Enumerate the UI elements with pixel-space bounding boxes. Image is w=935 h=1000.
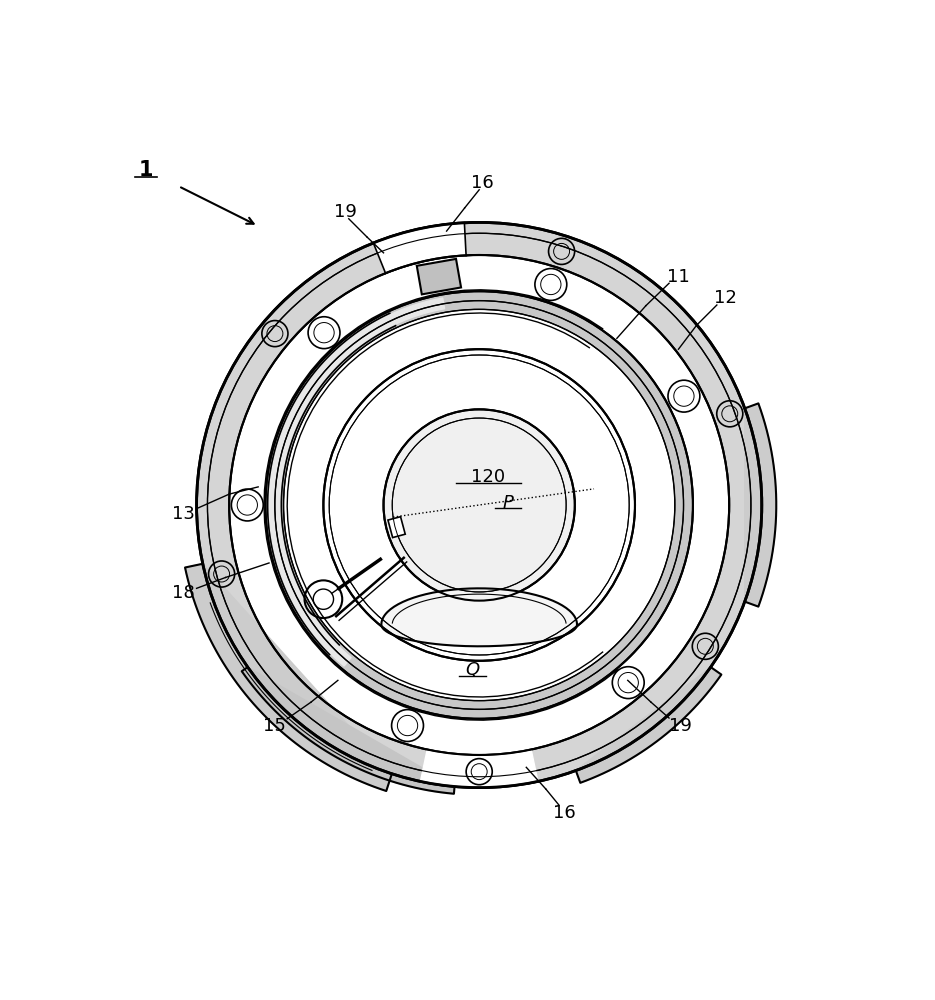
Text: 16: 16 [554,804,576,822]
Polygon shape [381,588,577,646]
Text: 16: 16 [471,174,495,192]
Polygon shape [745,403,776,607]
Polygon shape [242,667,454,794]
Text: 13: 13 [172,505,195,523]
Polygon shape [417,259,461,294]
Text: 19: 19 [669,717,692,735]
Text: 19: 19 [334,203,356,221]
Circle shape [383,409,575,601]
Text: Q: Q [465,661,479,679]
Text: 15: 15 [264,717,286,735]
Text: 12: 12 [714,289,737,307]
Polygon shape [196,222,762,788]
Polygon shape [269,298,444,666]
Text: 18: 18 [172,584,194,602]
Polygon shape [576,667,722,783]
Text: 1: 1 [138,160,153,180]
Text: P: P [503,494,513,512]
Text: 120: 120 [471,468,505,486]
Polygon shape [266,291,693,719]
Polygon shape [388,517,405,538]
Polygon shape [421,750,538,788]
Polygon shape [185,564,392,791]
Text: 11: 11 [667,268,690,286]
Polygon shape [373,223,467,273]
